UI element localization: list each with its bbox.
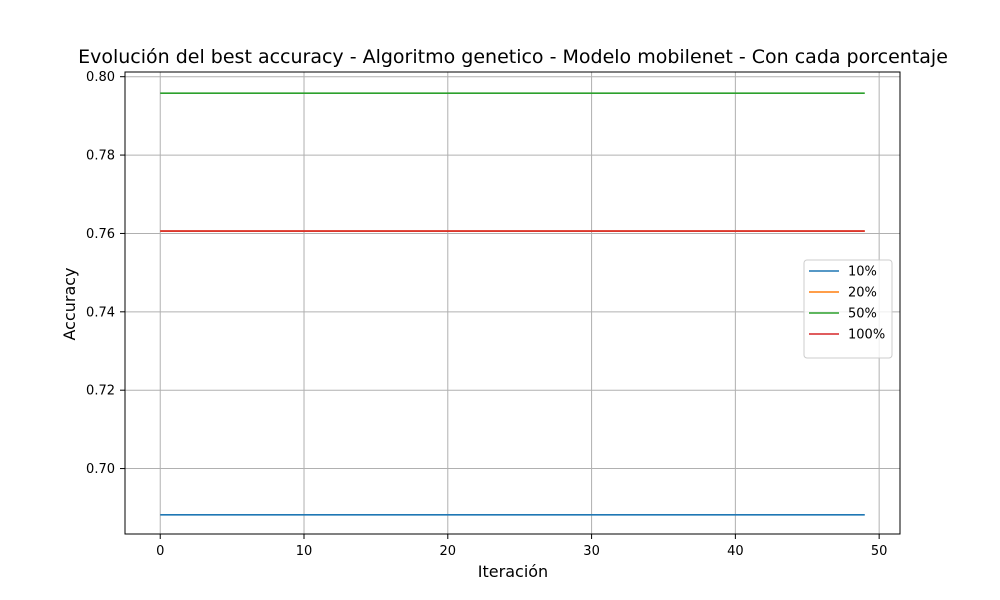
- x-tick-label: 30: [583, 544, 600, 559]
- axis-ticks: 0 10 20 30 40 50 0.70 0.72 0.74 0.76 0.78 0.80: [86, 70, 887, 559]
- legend-label: 20%: [848, 286, 877, 301]
- x-tick-label: 40: [727, 544, 744, 559]
- y-tick-label: 0.72: [86, 384, 115, 399]
- x-tick-label: 50: [871, 544, 888, 559]
- grid-lines: [125, 72, 900, 534]
- legend-label: 10%: [848, 265, 877, 280]
- x-tick-label: 20: [440, 544, 457, 559]
- y-axis-label: Accuracy: [60, 267, 79, 340]
- x-axis-label: Iteración: [478, 562, 548, 581]
- y-tick-label: 0.80: [86, 70, 115, 85]
- y-tick-label: 0.70: [86, 462, 115, 477]
- x-tick-label: 10: [296, 544, 313, 559]
- legend-label: 100%: [848, 328, 885, 343]
- y-tick-label: 0.78: [86, 149, 115, 164]
- y-tick-label: 0.74: [86, 305, 115, 320]
- legend: 10% 20% 50% 100%: [803, 259, 893, 359]
- y-tick-label: 0.76: [86, 227, 115, 242]
- plot-frame: [124, 71, 901, 535]
- chart-title: Evolución del best accuracy - Algoritmo …: [78, 46, 948, 68]
- legend-label: 50%: [848, 307, 877, 322]
- x-tick-label: 0: [156, 544, 164, 559]
- series-lines: [160, 92, 865, 516]
